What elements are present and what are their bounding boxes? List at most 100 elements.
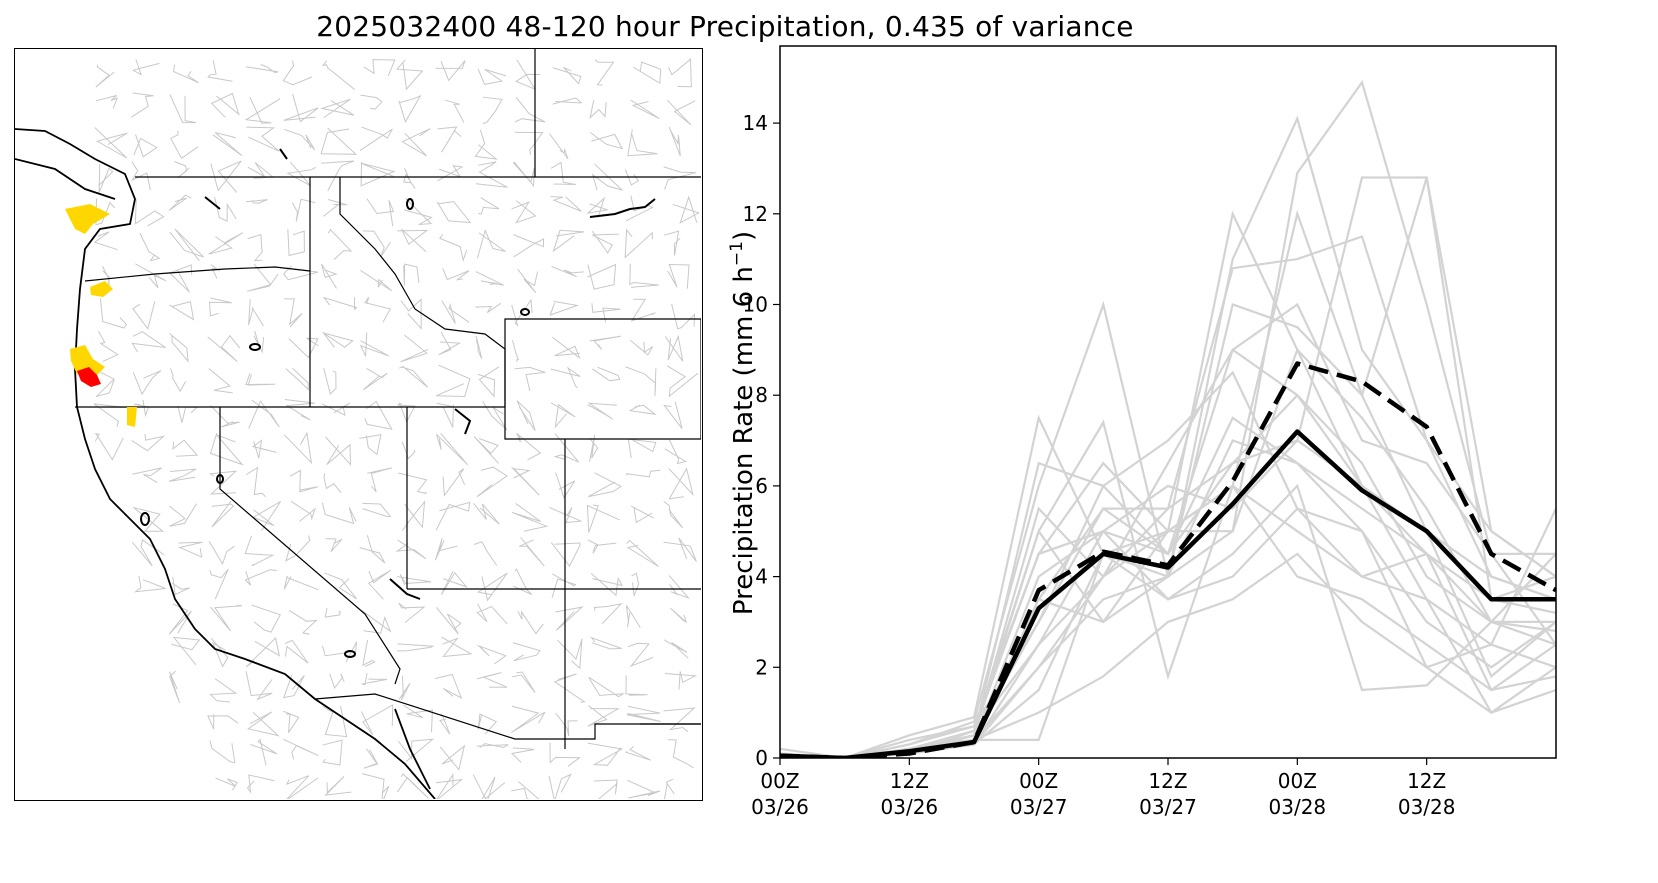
basin-boundary bbox=[436, 433, 469, 466]
y-tick-label: 10 bbox=[743, 292, 768, 316]
dashed-mean-line bbox=[780, 361, 1556, 758]
basin-boundary bbox=[245, 373, 275, 386]
basin-boundary bbox=[244, 96, 281, 124]
map-svg bbox=[15, 49, 701, 799]
basin-boundary bbox=[511, 503, 549, 532]
basin-boundary bbox=[663, 537, 697, 562]
basin-boundary bbox=[397, 402, 416, 423]
basin-boundary bbox=[591, 230, 620, 254]
basin-highlight-red bbox=[77, 367, 101, 387]
basin-boundary bbox=[210, 604, 243, 632]
basin-boundary bbox=[517, 610, 544, 635]
basin-boundary bbox=[436, 364, 471, 398]
basin-boundary bbox=[442, 268, 470, 281]
basin-boundary bbox=[321, 60, 356, 90]
axes-frame bbox=[779, 45, 1557, 759]
basin-boundary bbox=[513, 234, 545, 258]
x-tick-label-time: 12Z bbox=[1407, 769, 1446, 793]
basin-boundary bbox=[670, 607, 688, 624]
basin-boundary bbox=[131, 92, 154, 118]
basin-boundary bbox=[517, 268, 539, 294]
wa-or-border bbox=[84, 266, 311, 282]
basin-boundary bbox=[98, 163, 114, 193]
basin-boundary bbox=[320, 127, 358, 155]
state-boundaries bbox=[75, 49, 701, 749]
basin-boundary bbox=[95, 95, 119, 109]
basin-boundary bbox=[551, 336, 581, 360]
basin-boundary bbox=[668, 467, 694, 500]
basin-boundary bbox=[549, 506, 583, 524]
basin-boundary bbox=[132, 370, 162, 396]
basin-boundary bbox=[553, 433, 579, 463]
y-axis-title-close: ) bbox=[729, 231, 759, 241]
basin-boundary bbox=[438, 331, 462, 356]
basin-boundary bbox=[403, 263, 420, 286]
mt-id-border bbox=[339, 177, 506, 407]
basin-boundary bbox=[442, 468, 466, 497]
basin-boundary bbox=[131, 433, 166, 452]
basin-boundary bbox=[590, 636, 622, 650]
x-tick-label-date: 03/27 bbox=[1139, 795, 1197, 819]
basin-boundary bbox=[169, 670, 181, 704]
basin-boundary bbox=[359, 269, 393, 292]
wyoming-box bbox=[504, 318, 701, 440]
basin-boundary bbox=[322, 641, 358, 663]
basin-boundary bbox=[589, 99, 607, 120]
basin-boundary bbox=[552, 97, 583, 105]
basin-boundary bbox=[325, 436, 352, 466]
basin-boundary bbox=[439, 744, 466, 771]
basin-boundary bbox=[283, 431, 313, 465]
basin-boundary bbox=[132, 59, 160, 76]
basin-boundary bbox=[321, 502, 357, 525]
basin-boundary bbox=[435, 60, 466, 82]
basin-boundary bbox=[476, 466, 508, 498]
basin-highlight-yellow-2 bbox=[90, 281, 113, 297]
basin-boundary bbox=[476, 743, 509, 749]
basin-boundary bbox=[663, 401, 683, 429]
basin-boundary bbox=[625, 366, 657, 397]
basin-map bbox=[14, 48, 703, 801]
y-tick-label: 8 bbox=[755, 383, 768, 407]
basin-boundary bbox=[397, 228, 429, 253]
basin-boundary bbox=[289, 469, 318, 493]
basin-boundary bbox=[475, 335, 483, 359]
basin-boundary bbox=[666, 365, 699, 398]
basin-boundary bbox=[477, 68, 507, 85]
basin-boundary bbox=[626, 705, 661, 722]
basin-boundary bbox=[477, 366, 500, 398]
basin-boundary bbox=[672, 195, 700, 224]
basin-boundary bbox=[551, 266, 584, 278]
basin-boundary bbox=[208, 232, 243, 255]
basin-boundary bbox=[169, 228, 204, 262]
basin-boundary bbox=[550, 161, 576, 185]
basin-boundary bbox=[245, 637, 281, 668]
basin-boundary bbox=[518, 537, 545, 567]
basin-boundary bbox=[549, 300, 580, 316]
basin-boundary bbox=[667, 263, 690, 289]
basin-boundary bbox=[284, 128, 316, 151]
basin-boundary bbox=[473, 541, 498, 566]
basin-boundary bbox=[476, 229, 506, 259]
basin-boundary bbox=[324, 607, 341, 618]
basin-boundary bbox=[664, 334, 684, 362]
basin-boundary bbox=[245, 671, 273, 701]
basin-boundary bbox=[284, 639, 309, 664]
basin-boundary bbox=[168, 603, 192, 635]
x-tick-label-time: 12Z bbox=[1148, 769, 1187, 793]
basin-boundary bbox=[131, 539, 165, 567]
basin-boundary bbox=[283, 93, 319, 123]
basin-boundary bbox=[587, 742, 624, 766]
basin-boundary bbox=[207, 714, 239, 730]
chart-root: 0246810121400Z03/2612Z03/2600Z03/2712Z03… bbox=[743, 45, 1557, 819]
basin-boundary bbox=[435, 501, 471, 531]
basin-boundary bbox=[476, 572, 508, 602]
basin-boundary bbox=[360, 94, 383, 110]
basin-boundary bbox=[244, 569, 277, 586]
basin-boundary bbox=[550, 542, 581, 568]
basin-boundary bbox=[444, 99, 465, 123]
basin-boundary bbox=[290, 500, 317, 522]
basin-boundary bbox=[551, 573, 577, 599]
basin-boundary bbox=[210, 160, 242, 193]
basin-boundary bbox=[210, 264, 221, 279]
